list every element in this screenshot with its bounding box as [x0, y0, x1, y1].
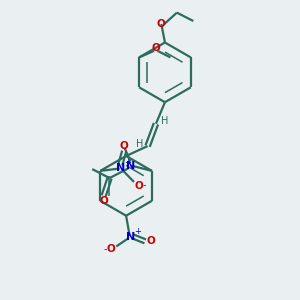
Text: N: N [116, 163, 125, 173]
Text: O: O [151, 44, 160, 53]
Text: O: O [157, 19, 166, 29]
Text: +: + [124, 158, 130, 167]
Text: O: O [134, 181, 143, 190]
Text: O: O [106, 244, 115, 254]
Text: +: + [134, 227, 141, 236]
Text: N: N [126, 232, 135, 242]
Text: O: O [120, 141, 128, 151]
Text: O: O [146, 236, 155, 246]
Text: N: N [126, 160, 136, 170]
Text: H: H [160, 116, 168, 126]
Text: H: H [136, 139, 143, 149]
Text: O: O [99, 196, 108, 206]
Text: -: - [103, 244, 107, 254]
Text: -: - [143, 181, 146, 190]
